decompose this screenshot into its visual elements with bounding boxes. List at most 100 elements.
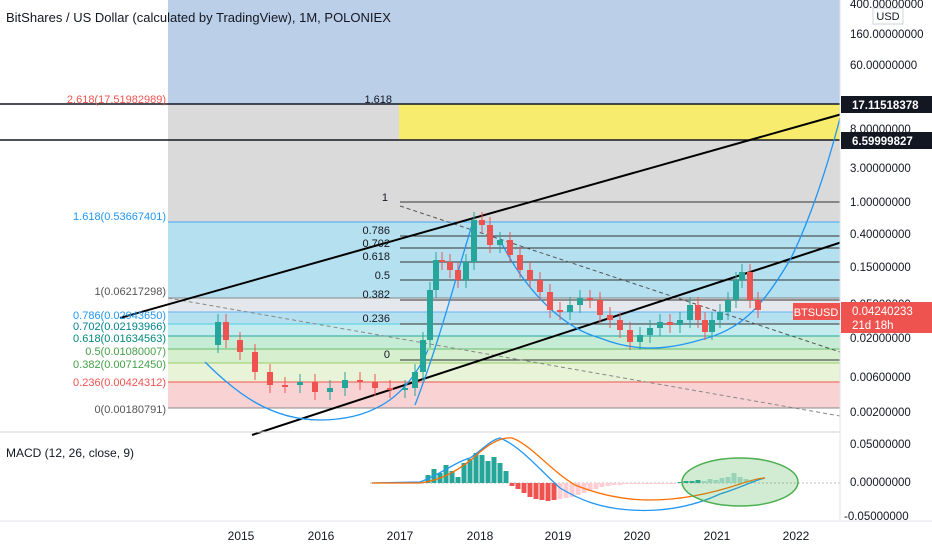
candle-body — [527, 270, 533, 280]
candle-body — [547, 292, 553, 310]
fib-label: 0.786(0.02943650) — [73, 310, 166, 322]
fib-label: 0.5(0.01080007) — [85, 346, 166, 358]
candle-body — [739, 272, 745, 280]
time-tick: 2020 — [624, 529, 651, 543]
blue-curve-cup-2019 — [499, 117, 841, 349]
macd-histogram-bar — [629, 483, 635, 484]
macd-histogram-bar — [647, 483, 653, 484]
price-tick: 1.00000000 — [850, 197, 911, 209]
level-badge-mid: 6.59999827 — [852, 136, 913, 148]
macd-tick: 0.05000000 — [850, 439, 911, 451]
fib-labels-left: 2.618(17.51982989) 1.618(0.53667401) 1(0… — [67, 94, 166, 416]
macd-line — [371, 437, 766, 512]
price-tick: 0.40000000 — [850, 229, 911, 241]
candle-body — [702, 320, 708, 332]
candle-body — [695, 305, 701, 320]
fib-label: 0.618(0.01634563) — [73, 333, 166, 345]
price-tick: 3.00000000 — [850, 163, 911, 175]
candle-body — [647, 328, 653, 335]
fib-zone-0702 — [168, 324, 840, 336]
macd-histogram-bar — [593, 483, 599, 489]
price-tick: 0.15000000 — [850, 262, 911, 274]
macd-histogram-bar — [575, 483, 581, 495]
chart-title: BitShares / US Dollar (calculated by Tra… — [6, 10, 391, 25]
candle-body — [357, 380, 363, 382]
yellow-zone — [399, 104, 840, 140]
level-badge-top-bg — [841, 96, 932, 113]
fib-zone-1 — [168, 298, 840, 312]
macd-histogram-bar — [701, 481, 707, 483]
fib-labels-right: 1.618 1 0.786 0.702 0.618 0.5 0.382 0.23… — [362, 94, 392, 361]
fib-label: 1(0.06217298) — [94, 286, 166, 298]
time-axis-ticks: 2015 2016 2017 2018 2019 2020 2021 2022 — [228, 529, 810, 543]
candle-body — [617, 320, 623, 330]
time-tick: 2021 — [704, 529, 731, 543]
candle-body — [587, 298, 593, 300]
macd-histogram-bar — [731, 473, 737, 483]
macd-histogram-bar — [683, 481, 689, 483]
macd-histogram-bar — [521, 483, 527, 493]
macd-indicator-label[interactable]: MACD (12, 26, close, 9) — [6, 446, 135, 460]
macd-histogram-bar — [503, 471, 509, 483]
blue-curve-spike-2017 — [414, 224, 473, 406]
price-badge-bg — [841, 302, 932, 333]
fib-label: 0.382(0.00712450) — [73, 359, 166, 371]
fib-zone-0786 — [168, 312, 840, 324]
candle-body — [507, 240, 513, 255]
price-axis-bg — [840, 0, 932, 520]
macd-histogram-bar — [551, 483, 557, 500]
macd-histogram-bar — [635, 483, 641, 484]
macd-histogram-bar — [611, 483, 617, 485]
candle-body — [342, 380, 348, 388]
signal-line — [372, 437, 766, 501]
blue-curve-cup-2015 — [204, 349, 429, 421]
last-price: 0.04240233 — [852, 306, 913, 318]
candle-body — [402, 388, 408, 390]
candle-body — [725, 300, 731, 312]
macd-histogram-bar — [641, 483, 647, 484]
macd-histogram-bar — [557, 483, 563, 499]
macd-histogram-bar — [653, 483, 659, 484]
candle-body — [717, 312, 723, 320]
usd-unit: USD — [876, 11, 899, 23]
macd-histogram-bar — [737, 477, 743, 483]
candle-body — [427, 290, 433, 340]
macd-tick: 0.00000000 — [850, 477, 911, 489]
macd-histogram-bar — [467, 459, 473, 483]
time-tick: 2018 — [467, 529, 494, 543]
macd-histogram-bar — [587, 483, 593, 491]
price-tick: 0.00600000 — [850, 372, 911, 384]
time-tick: 2016 — [308, 529, 335, 543]
price-tick: 0.02000000 — [850, 333, 911, 345]
candle-body — [733, 280, 739, 300]
candle-body — [709, 320, 715, 332]
highlight-ellipse — [681, 457, 799, 507]
dashed-trendline-lower — [167, 297, 841, 417]
price-tick: 160.00000000 — [850, 29, 924, 41]
macd-histogram-bar — [539, 483, 545, 500]
candle-body — [282, 385, 288, 387]
time-tick: 2022 — [783, 529, 810, 543]
candle-body — [237, 340, 243, 352]
macd-histogram-bar — [461, 463, 467, 483]
macd-histogram-bar — [527, 483, 533, 497]
macd-histogram-bar — [743, 479, 749, 483]
macd-histogram-bar — [605, 483, 611, 486]
price-tick: 60.00000000 — [850, 60, 917, 72]
candle-body — [747, 272, 753, 300]
candle-body — [387, 388, 393, 390]
fib-label: 2.618(17.51982989) — [67, 94, 166, 106]
time-tick: 2019 — [545, 529, 572, 543]
fib-zone-05 — [168, 349, 840, 363]
fib-zone-0618 — [168, 336, 840, 349]
candle-body — [667, 322, 673, 325]
time-tick: 2017 — [387, 529, 414, 543]
time-tick: 2015 — [228, 529, 255, 543]
macd-histogram-bar — [479, 455, 485, 483]
symbol-badge: BTSUSD — [794, 307, 839, 319]
fib-label: 0.236(0.00424312) — [73, 377, 166, 389]
macd-histogram-bar — [599, 483, 605, 487]
fib-zone-0382 — [168, 363, 840, 382]
macd-histogram-bar — [473, 453, 479, 483]
